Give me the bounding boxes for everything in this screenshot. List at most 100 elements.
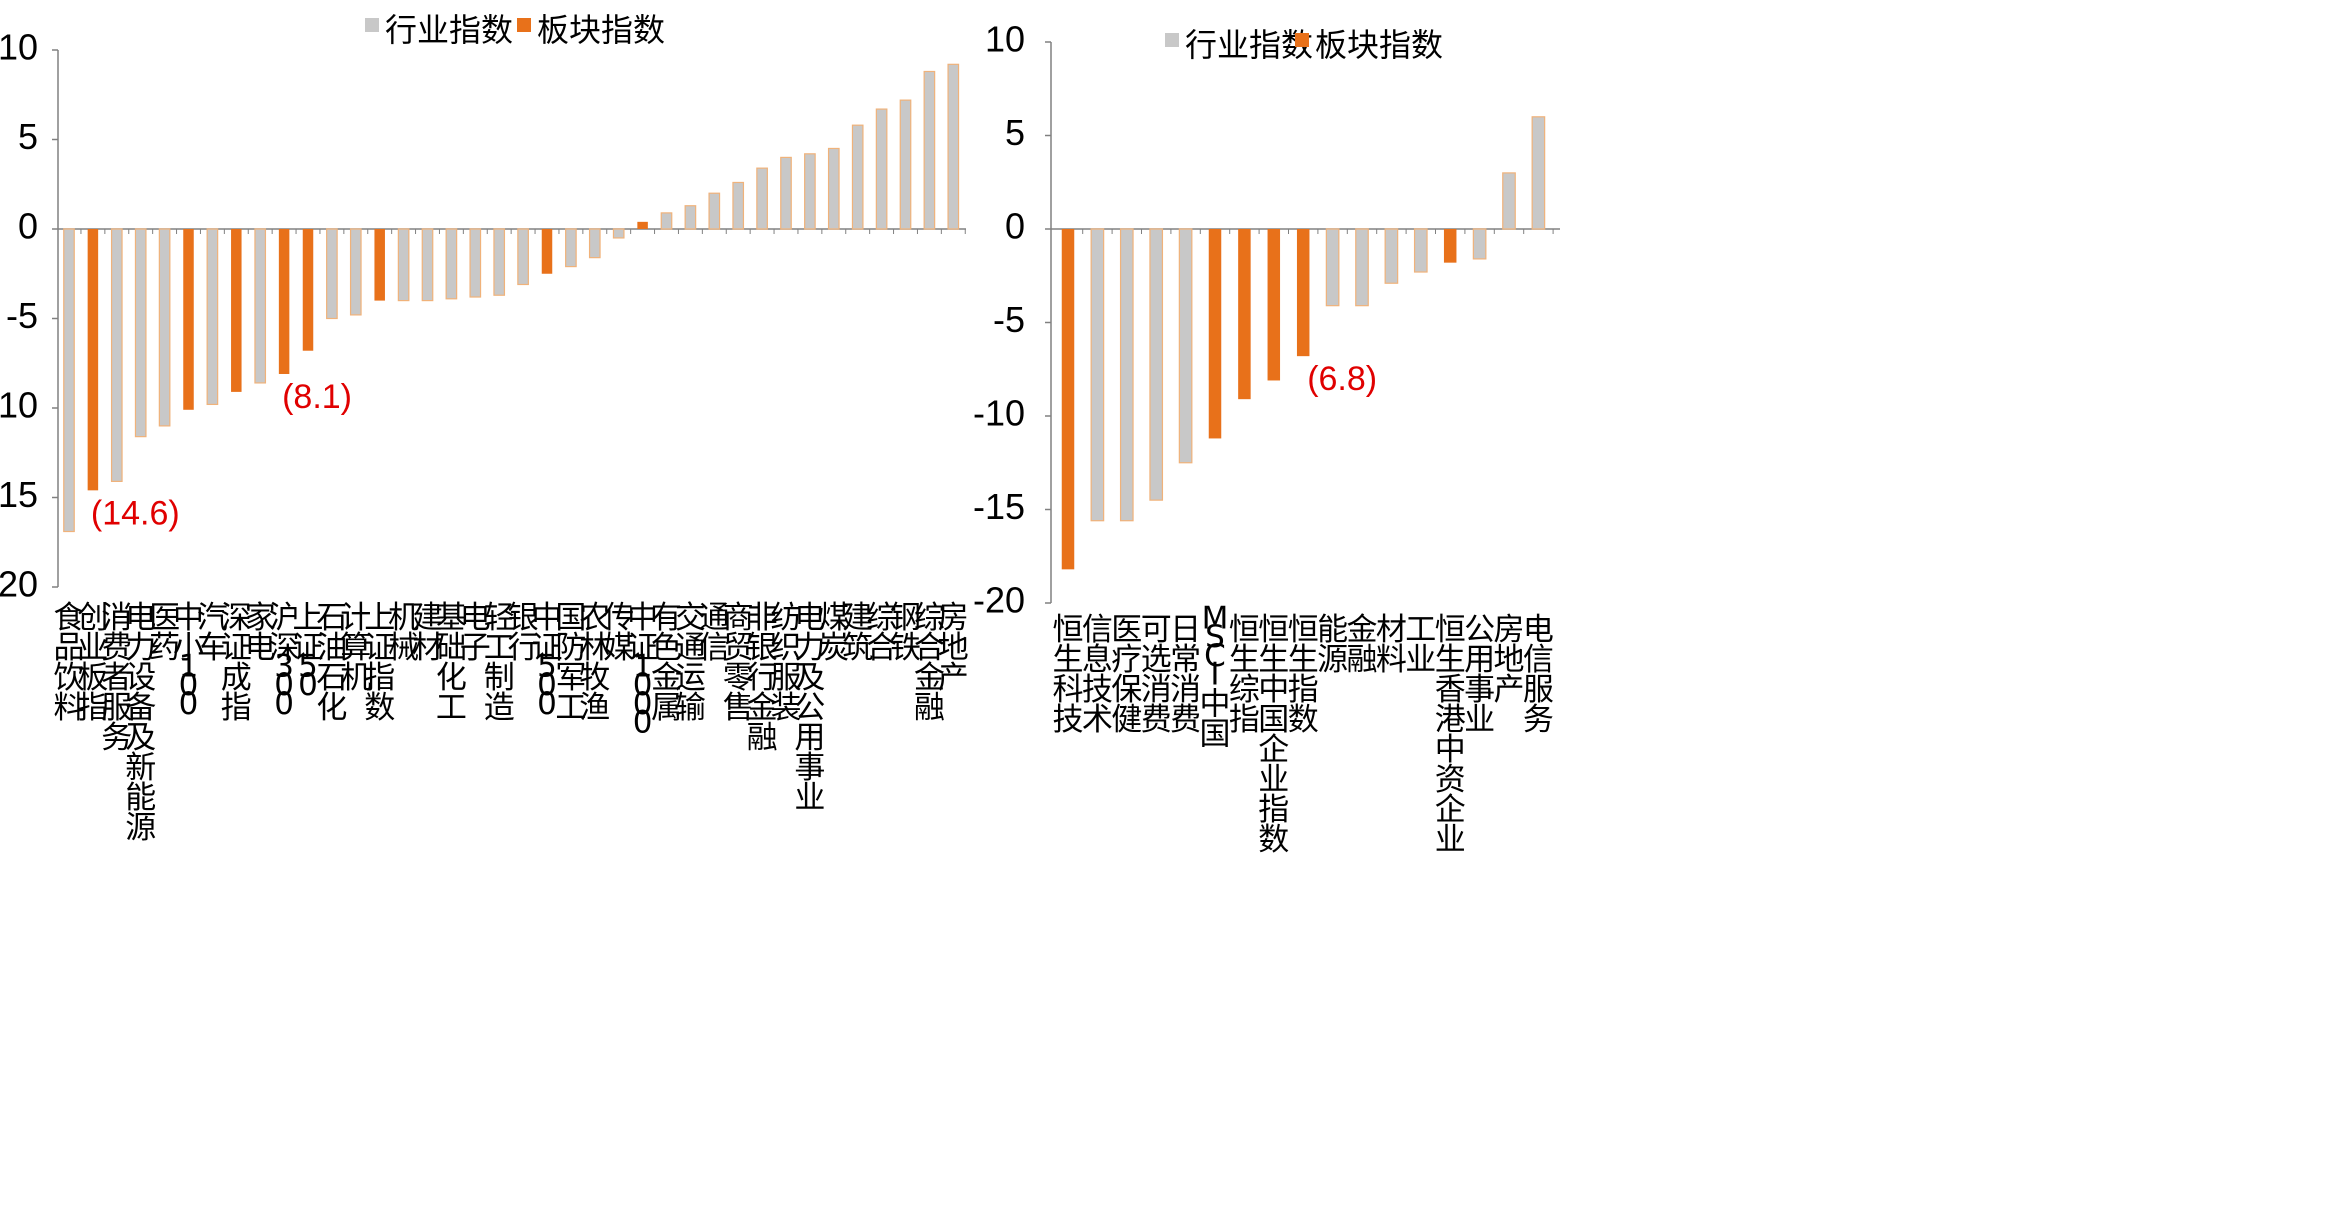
bar-industry (588, 228, 601, 259)
y-tick-label: 15 (0, 474, 38, 515)
bar-industry (349, 228, 362, 316)
legend-label-industry: 行业指数 (385, 11, 513, 49)
x-category-label: 电力设备及新能源 (125, 600, 156, 846)
x-category-label: 电子 (460, 600, 491, 666)
bar-industry (158, 228, 171, 427)
bar-industry (1472, 228, 1487, 260)
bar-industry (612, 228, 625, 239)
x-category-label: 通信 (699, 600, 730, 666)
x-category-label: 银行 (508, 600, 539, 666)
x-category-label: 金融 (1347, 612, 1378, 678)
x-category-label: 恒生科技 (1053, 612, 1084, 738)
x-category-label: 房地产 (938, 600, 969, 696)
x-category-label: 沪深 3 0 0 (269, 600, 300, 722)
bar-industry (1413, 228, 1428, 273)
x-category-label: 综合 (866, 600, 897, 666)
x-category-label: 家电 (245, 600, 276, 666)
bar-industry (1384, 228, 1399, 284)
x-category-label: 恒生指数 (1288, 612, 1319, 738)
legend-swatch-industry (1165, 33, 1179, 47)
x-category-label: 国防军工 (555, 600, 586, 726)
y-tick-label: -20 (973, 580, 1025, 621)
x-category-label: 医药 (149, 600, 180, 666)
x-category-label: 纺织服装 (771, 600, 802, 726)
x-category-label: 可选消费 (1141, 612, 1172, 738)
bar-industry (134, 228, 147, 438)
legend-swatch-industry (365, 18, 379, 32)
x-category-label: 工业 (1405, 612, 1436, 678)
x-category-label: 传媒 (603, 600, 634, 666)
x-category-label: M S C I 中国 (1200, 601, 1231, 753)
bar-board (278, 229, 290, 374)
value-annotation: (6.8) (1307, 360, 1377, 398)
x-category-label: 计算机 (340, 600, 371, 696)
x-category-label: 建材 (412, 600, 443, 666)
bar-industry (660, 212, 673, 230)
bar-board (374, 229, 385, 301)
y-tick-label: 10 (0, 27, 38, 68)
x-category-label: 恒生综指 (1229, 612, 1260, 738)
y-tick-label: -15 (973, 486, 1025, 527)
x-category-label: 能源 (1317, 612, 1348, 678)
y-tick-label: 0 (18, 206, 38, 247)
y-tick-label: 0 (1005, 206, 1025, 247)
x-category-label: 材料 (1376, 612, 1407, 678)
bar-board (1443, 229, 1457, 263)
bar-industry (110, 228, 123, 482)
x-category-label: 石油石化 (316, 600, 347, 726)
bar-industry (1531, 116, 1546, 230)
bar-industry (875, 108, 888, 230)
bar-board (1296, 229, 1310, 357)
bar-board (302, 229, 314, 351)
legend-label-industry: 行业指数 (1185, 26, 1313, 64)
bar-industry (206, 228, 219, 406)
x-category-label: 轻工制造 (484, 600, 515, 726)
x-category-label: 钢铁 (890, 600, 921, 666)
left-chart: 行业指数 板块指数 10 5 0 -5 10 15 20 食品饮料创业板指消费者服务电力设备及新能… (0, 11, 969, 846)
bar-industry (708, 192, 721, 230)
bar-industry (756, 167, 768, 230)
bar-industry (1149, 228, 1164, 501)
bar-industry (421, 228, 434, 302)
x-category-label: 中证 1 0 0 0 (627, 600, 658, 740)
value-annotation: (14.6) (91, 494, 180, 532)
x-category-label: 基础化工 (436, 600, 467, 726)
legend-label-board: 板块指数 (1315, 26, 1443, 64)
x-category-label: 恒生香港中资企业 (1435, 612, 1466, 858)
x-category-label: 公用事业 (1464, 612, 1495, 738)
x-category-label: 非银行金融 (747, 600, 778, 756)
bar-industry (254, 228, 267, 384)
bar-industry (445, 228, 458, 300)
value-annotation: (8.1) (282, 378, 352, 416)
x-category-label: 机械 (388, 600, 419, 666)
bar-industry (684, 205, 697, 230)
x-category-label: 电力及公用事业 (794, 600, 825, 816)
y-tick-label: -10 (973, 393, 1025, 434)
bar-industry (493, 228, 506, 296)
bar-industry (923, 70, 936, 230)
x-category-label: 医疗保健 (1111, 612, 1142, 738)
y-tick-label: 5 (1005, 112, 1025, 153)
bar-industry (827, 147, 840, 230)
bar-board (1238, 229, 1251, 400)
bar-industry (326, 228, 338, 320)
bar-industry (63, 228, 75, 533)
bar-board (87, 229, 99, 491)
y-tick-label: -5 (993, 299, 1025, 340)
x-category-label: 中小 1 0 0 (173, 600, 204, 722)
x-category-label: 综合金融 (914, 600, 945, 726)
bar-board (541, 229, 553, 274)
bar-industry (732, 181, 745, 230)
bar-industry (397, 228, 410, 302)
legend-swatch-board (517, 18, 531, 32)
bar-board (1267, 229, 1281, 381)
x-category-label: 创业板指 (77, 600, 108, 726)
x-category-label: 食品饮料 (54, 600, 85, 726)
x-category-label: 中证 5 0 0 (532, 600, 563, 722)
bar-industry (1119, 228, 1134, 522)
bar-industry (804, 153, 816, 230)
x-category-label: 房地产 (1494, 612, 1525, 708)
y-tick-label: -5 (6, 295, 38, 336)
x-category-label: 上证 5 0 (293, 600, 324, 703)
